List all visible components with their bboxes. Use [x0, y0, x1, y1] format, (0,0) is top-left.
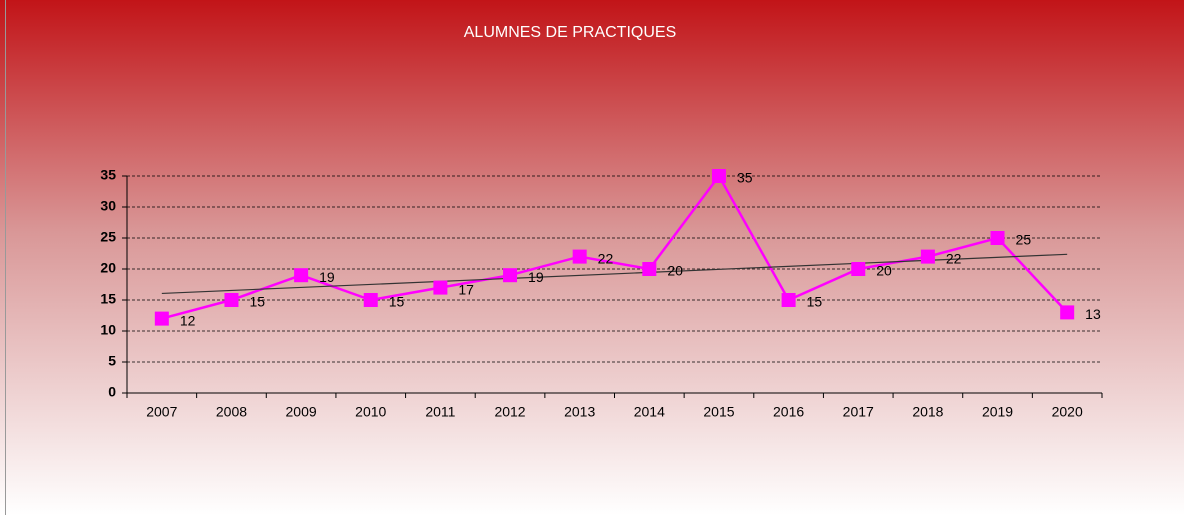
marker — [503, 268, 518, 283]
data-label: 20 — [667, 263, 683, 279]
x-tick-label: 2016 — [773, 404, 804, 420]
y-tick-label: 10 — [100, 322, 116, 338]
x-tick-label: 2013 — [564, 404, 595, 420]
y-tick-label: 0 — [108, 384, 116, 400]
chart-title: ALUMNES DE PRACTIQUES — [464, 24, 676, 41]
x-tick-label: 2017 — [843, 404, 874, 420]
x-tick-label: 2008 — [216, 404, 247, 420]
x-tick-label: 2011 — [425, 404, 455, 420]
y-tick-label: 25 — [100, 229, 116, 245]
marker — [920, 249, 935, 264]
marker — [851, 262, 866, 276]
data-label: 15 — [249, 294, 265, 310]
x-tick-label: 2009 — [286, 404, 317, 420]
data-label: 22 — [598, 250, 614, 266]
y-tick-label: 20 — [100, 260, 116, 276]
marker — [154, 311, 169, 326]
series-line — [161, 173, 1069, 320]
y-tick-label: 5 — [108, 353, 116, 369]
marker — [433, 280, 448, 295]
marker — [1060, 305, 1075, 320]
data-label: 22 — [946, 250, 962, 266]
x-tick-label: 2010 — [355, 404, 386, 420]
data-label: 17 — [458, 281, 474, 297]
marker — [642, 262, 657, 276]
data-label: 12 — [180, 312, 196, 328]
marker — [711, 169, 726, 183]
x-tick-label: 2018 — [912, 404, 943, 420]
data-label: 19 — [528, 269, 544, 285]
x-tick-label: 2012 — [494, 404, 525, 420]
data-label: 20 — [876, 263, 892, 279]
marker — [363, 293, 378, 307]
x-tick-label: 2019 — [982, 404, 1013, 420]
marker — [224, 293, 239, 307]
data-label: 35 — [737, 170, 753, 186]
marker — [781, 293, 796, 307]
marker — [294, 268, 309, 283]
marker — [572, 249, 587, 264]
data-label: 15 — [389, 294, 405, 310]
data-label: 13 — [1085, 306, 1101, 322]
data-label: 15 — [807, 294, 823, 310]
y-tick-label: 15 — [100, 291, 116, 307]
x-tick-label: 2014 — [634, 404, 665, 420]
data-label: 19 — [319, 269, 335, 285]
y-tick-label: 30 — [100, 198, 116, 214]
x-tick-label: 2015 — [703, 404, 734, 420]
x-tick-label: 2020 — [1052, 404, 1083, 420]
x-tick-label: 2007 — [146, 404, 177, 420]
y-tick-label: 35 — [100, 167, 116, 183]
trendline — [161, 253, 1068, 295]
marker — [990, 231, 1005, 245]
data-label: 25 — [1016, 232, 1032, 248]
